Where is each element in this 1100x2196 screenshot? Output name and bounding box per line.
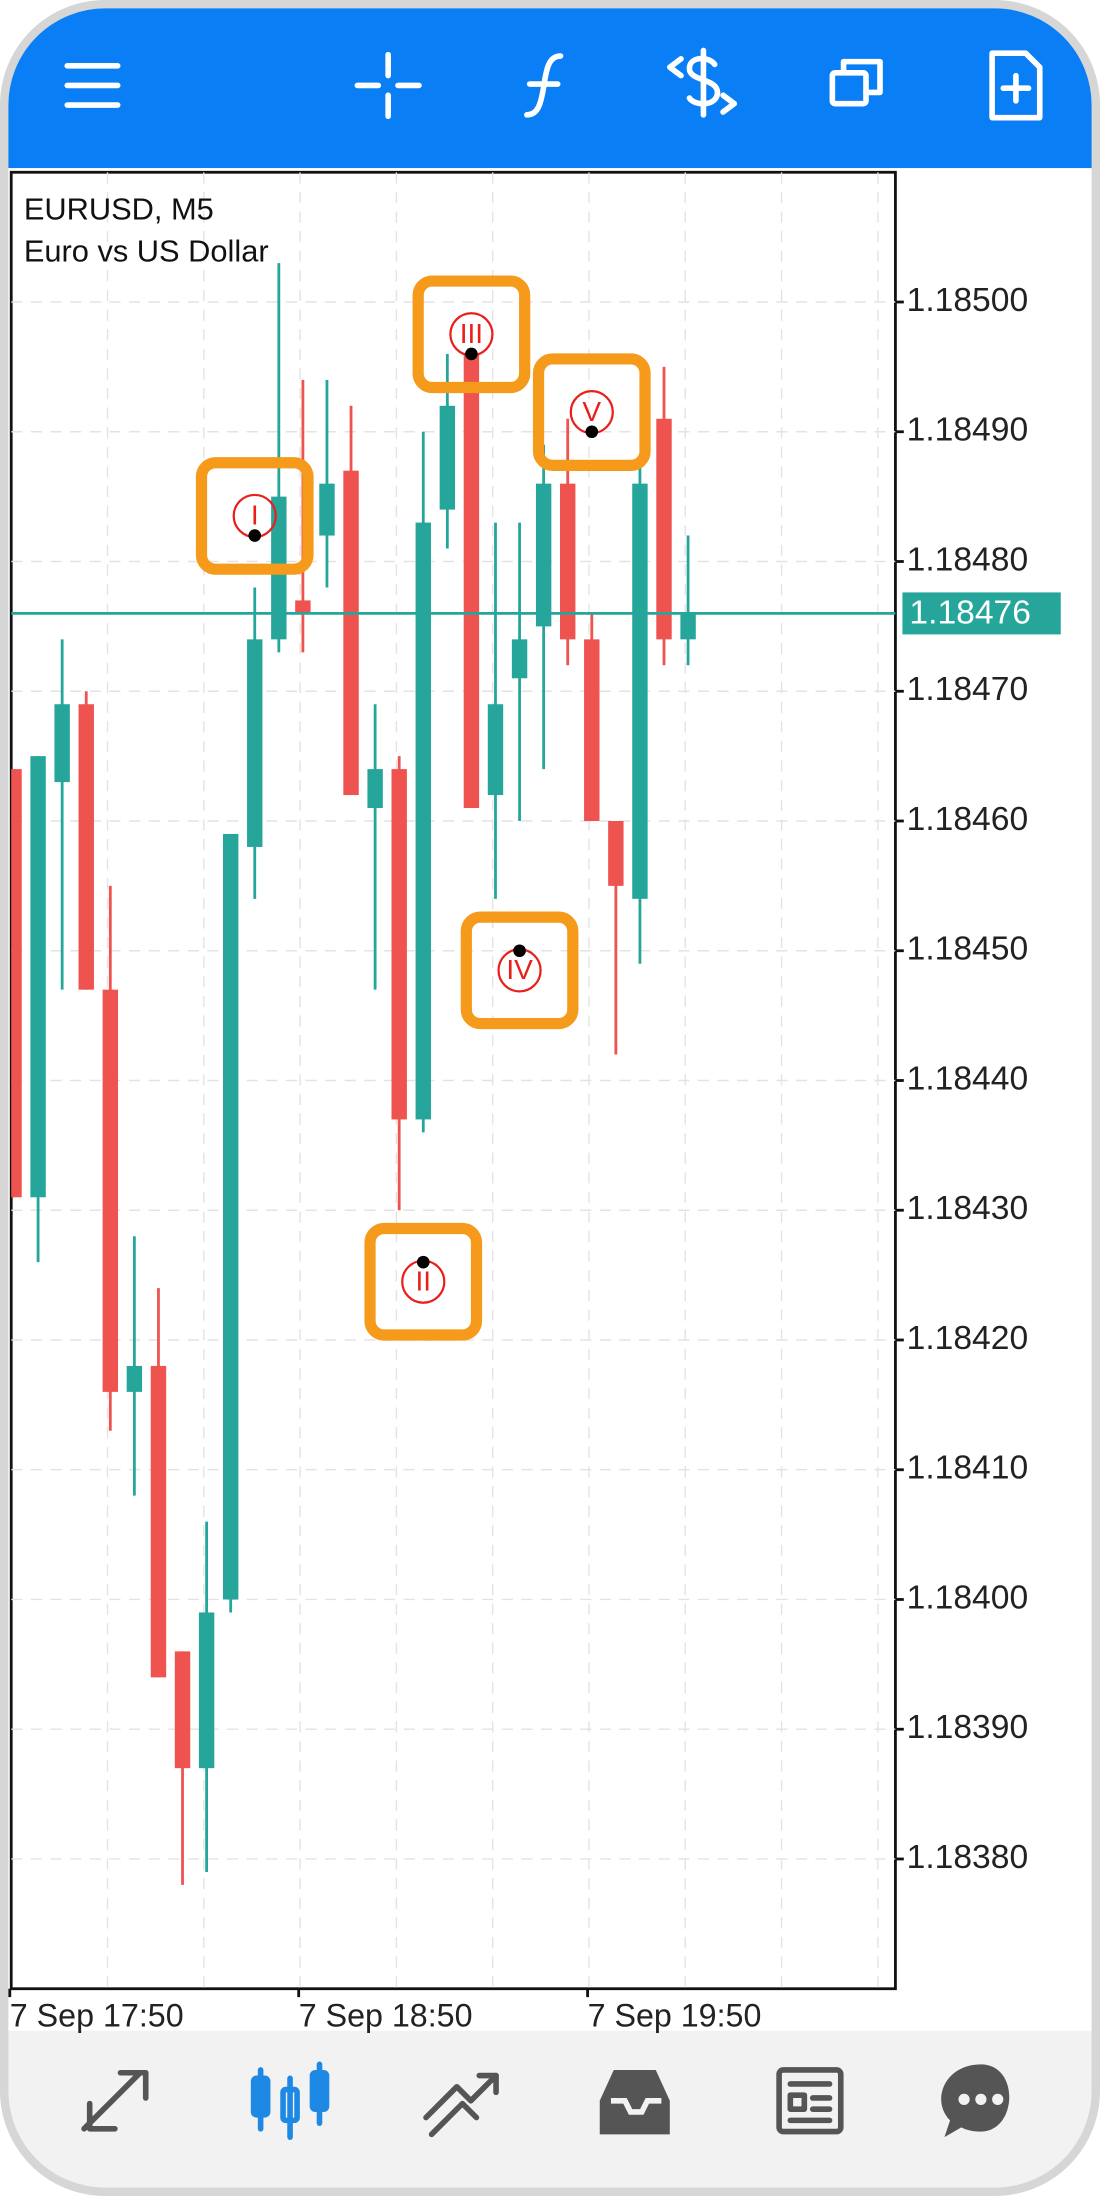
wave-anchor xyxy=(416,1255,430,1269)
y-tick-label: 1.18420 xyxy=(907,1320,1029,1357)
candle-body xyxy=(150,1365,167,1678)
nav-chart[interactable] xyxy=(250,2061,330,2140)
candle-body xyxy=(535,483,552,627)
candle-body xyxy=(54,704,70,783)
wave-anchor xyxy=(248,529,262,542)
wave-label: IV xyxy=(506,954,533,985)
y-tick-label: 1.18470 xyxy=(907,671,1029,708)
candle-body xyxy=(30,756,46,1198)
nav-quotes[interactable] xyxy=(81,2069,149,2132)
candle-body xyxy=(222,833,239,1600)
wave-highlight xyxy=(195,457,314,575)
nav-trade[interactable] xyxy=(423,2072,499,2138)
candle-body xyxy=(632,483,648,899)
candle-body xyxy=(584,639,600,821)
candle-body xyxy=(487,704,504,796)
y-tick-label: 1.18460 xyxy=(907,801,1029,838)
menu-button[interactable] xyxy=(64,63,121,108)
y-tick-label: 1.18450 xyxy=(907,931,1029,968)
wave-label: III xyxy=(460,318,483,349)
candle-body xyxy=(102,989,119,1392)
y-tick-label: 1.18410 xyxy=(907,1450,1029,1487)
chart-title: EURUSD, M5 xyxy=(24,192,214,227)
y-tick-label: 1.18490 xyxy=(907,412,1029,449)
x-tick-label: 7 Sep 19:50 xyxy=(588,1998,762,2034)
candle-body xyxy=(295,600,311,614)
crosshair-button[interactable] xyxy=(354,51,422,120)
current-price-label: 1.18476 xyxy=(909,595,1031,632)
candle-body xyxy=(463,353,480,809)
windows-button[interactable] xyxy=(829,58,883,107)
overlay: 1.18380 1.18390 1.18400 1.18410 1.18420 1.184… xyxy=(8,275,1061,2034)
x-tick-label: 7 Sep 17:50 xyxy=(10,1998,184,2034)
indicators-button[interactable] xyxy=(524,53,564,118)
candle-body xyxy=(198,1612,215,1769)
wave-highlight xyxy=(532,353,651,471)
wave-anchor xyxy=(465,347,478,361)
y-tick-label: 1.18430 xyxy=(907,1190,1029,1227)
wave-label: I xyxy=(251,500,259,531)
wave-highlight xyxy=(364,1222,483,1341)
candle-body xyxy=(560,483,576,640)
candle-body xyxy=(608,820,624,886)
candle-body xyxy=(439,405,456,510)
y-tick-label: 1.18390 xyxy=(907,1709,1029,1746)
candle-body xyxy=(656,418,672,640)
y-tick-label: 1.18500 xyxy=(907,282,1029,319)
wave-label: V xyxy=(582,396,601,427)
candle-body xyxy=(319,483,335,536)
current-price-badge xyxy=(902,592,1061,635)
chart-subtitle: Euro vs US Dollar xyxy=(24,234,269,269)
plot-area xyxy=(11,172,896,1989)
nav-history[interactable] xyxy=(599,2069,670,2135)
y-tick-label: 1.18400 xyxy=(907,1579,1029,1616)
candle-body xyxy=(126,1365,143,1392)
candle-body xyxy=(511,639,528,679)
candle-body xyxy=(415,522,431,1120)
y-tick-label: 1.18440 xyxy=(907,1060,1029,1097)
wave-highlight xyxy=(412,275,531,394)
nav-news[interactable] xyxy=(776,2067,844,2135)
candle-body xyxy=(11,769,22,1198)
candle-body xyxy=(247,639,263,847)
nav-messages[interactable] xyxy=(941,2064,1010,2138)
candle-body xyxy=(343,470,359,796)
candle-body xyxy=(174,1651,191,1769)
wave-label: II xyxy=(415,1266,431,1297)
y-tick-label: 1.18480 xyxy=(907,541,1029,578)
y-tick-label: 1.18380 xyxy=(907,1839,1029,1876)
candle-body xyxy=(680,613,696,640)
wave-anchor xyxy=(513,944,526,958)
trade-button[interactable] xyxy=(667,47,738,118)
candle-body xyxy=(78,704,94,990)
x-tick-label: 7 Sep 18:50 xyxy=(299,1998,473,2034)
new-order-button[interactable] xyxy=(989,50,1043,121)
candle-body xyxy=(367,769,383,809)
wave-highlight xyxy=(460,911,579,1030)
bottom-nav xyxy=(4,2030,1096,2192)
candle-body xyxy=(391,769,407,1120)
wave-anchor xyxy=(585,425,599,439)
